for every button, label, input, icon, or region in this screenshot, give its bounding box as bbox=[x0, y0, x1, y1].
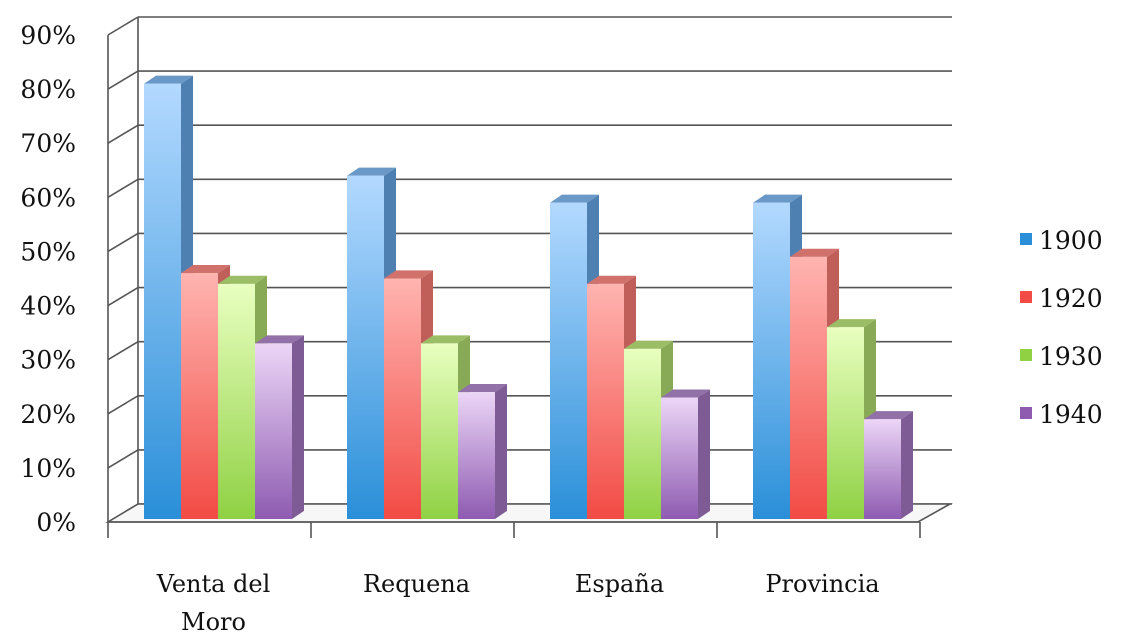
bar-1940 bbox=[661, 397, 698, 519]
bar-1900 bbox=[347, 175, 384, 519]
category-label: Provincia bbox=[765, 570, 879, 598]
bars bbox=[144, 75, 913, 520]
bar-top-1900 bbox=[753, 194, 802, 203]
y-tick-label: 0% bbox=[36, 508, 76, 537]
y-tick-label: 80% bbox=[20, 75, 76, 104]
bar-top-1920 bbox=[587, 275, 636, 284]
bar-top-1940 bbox=[864, 411, 913, 420]
y-tick-label: 70% bbox=[20, 129, 76, 158]
gridline-connector bbox=[107, 124, 139, 144]
bar-1920 bbox=[181, 273, 218, 519]
legend-label-1930: 1930 bbox=[1039, 342, 1103, 371]
bar-1930 bbox=[218, 283, 255, 519]
y-tick-label: 60% bbox=[20, 183, 76, 212]
bar-top-1940 bbox=[458, 384, 507, 393]
bar-1940 bbox=[864, 419, 901, 519]
bar-top-1900 bbox=[550, 194, 599, 203]
y-tick-label: 30% bbox=[20, 346, 76, 375]
bar-side-1940 bbox=[495, 384, 507, 519]
gridline-connector bbox=[107, 178, 139, 199]
bar-top-1930 bbox=[218, 275, 267, 284]
y-tick-label: 40% bbox=[20, 292, 76, 321]
bar-1930 bbox=[827, 327, 864, 519]
y-tick-label: 20% bbox=[20, 400, 76, 429]
bar-1920 bbox=[790, 256, 827, 519]
legend-swatch-1920 bbox=[1020, 291, 1032, 303]
category-label: Requena bbox=[363, 570, 470, 598]
bar-top-1920 bbox=[181, 264, 230, 274]
legend-swatch-1930 bbox=[1020, 349, 1032, 361]
bar-side-1940 bbox=[698, 389, 710, 519]
bar-top-1930 bbox=[421, 335, 470, 344]
bar-top-1930 bbox=[827, 319, 876, 328]
legend-swatch-1900 bbox=[1020, 233, 1032, 245]
bar-1900 bbox=[753, 202, 790, 519]
bar-top-1920 bbox=[384, 270, 433, 279]
gridline-connector bbox=[107, 16, 139, 36]
bar-top-1930 bbox=[624, 340, 673, 349]
y-tick-label: 50% bbox=[20, 237, 76, 266]
y-tick-labels: 0% 10% 20% 30% 40% 50% 60% 70% 80% 90% bbox=[20, 21, 76, 537]
bar-side-1940 bbox=[292, 335, 304, 519]
category-label: Venta del bbox=[156, 570, 271, 598]
bar-top-1900 bbox=[347, 167, 396, 176]
gridline-connector bbox=[107, 286, 139, 307]
y-tick-label: 10% bbox=[20, 454, 76, 483]
bar-1900 bbox=[550, 202, 587, 519]
bar-1930 bbox=[624, 348, 661, 519]
category-label: España bbox=[575, 570, 664, 598]
bar-1920 bbox=[384, 278, 421, 519]
bar-1940 bbox=[255, 343, 292, 519]
gridline-connector bbox=[107, 395, 139, 415]
bar-1930 bbox=[421, 343, 458, 519]
legend-label-1940: 1940 bbox=[1039, 400, 1103, 429]
bar-top-1940 bbox=[661, 389, 710, 398]
bar-1920 bbox=[587, 283, 624, 519]
gridline-connector bbox=[107, 70, 139, 90]
legend-swatch-1940 bbox=[1020, 407, 1032, 419]
bar-top-1940 bbox=[255, 335, 304, 344]
gridline-connector bbox=[107, 340, 139, 361]
legend: 1900 1920 1930 1940 bbox=[1020, 226, 1103, 429]
category-labels: Venta del Moro Requena España Provincia bbox=[156, 570, 880, 636]
bar-1940 bbox=[458, 392, 495, 519]
gridline-connector bbox=[107, 449, 139, 469]
bar-top-1900 bbox=[144, 75, 193, 84]
bar-side-1940 bbox=[901, 411, 913, 519]
category-label: Moro bbox=[181, 608, 246, 636]
legend-label-1920: 1920 bbox=[1039, 284, 1103, 313]
y-tick-label: 90% bbox=[20, 21, 76, 50]
axes bbox=[105, 17, 954, 538]
legend-label-1900: 1900 bbox=[1039, 226, 1103, 255]
bar-top-1920 bbox=[790, 248, 839, 257]
bar-1900 bbox=[144, 83, 181, 519]
gridline-connector bbox=[107, 232, 139, 253]
